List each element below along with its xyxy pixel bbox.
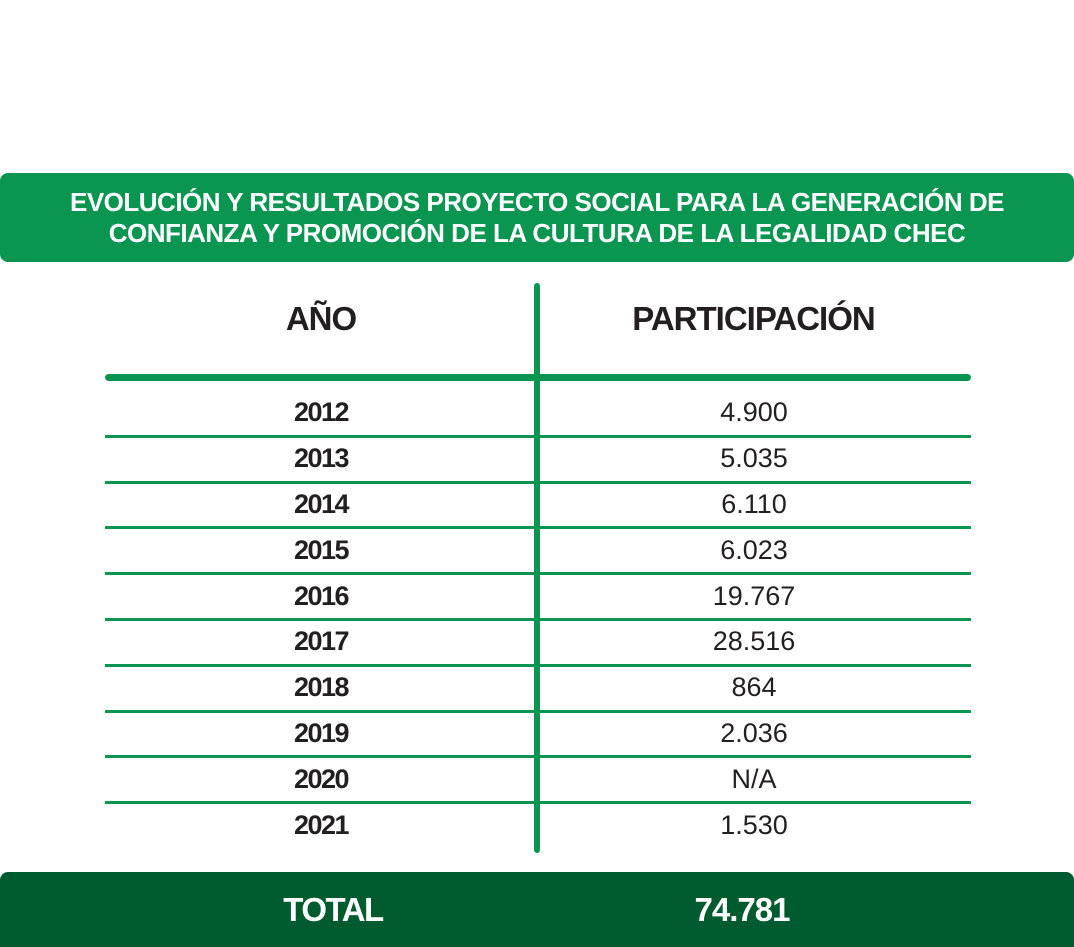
participation-cell: 19.767 [712,580,796,611]
year-cell: 2013 [293,443,350,474]
year-cell: 2018 [293,672,350,703]
table-row: 2021 1.530 [105,802,971,848]
table-row: 2018 864 [105,665,971,713]
row-separator [105,526,971,530]
table-row: 2012 4.900 [105,390,971,438]
column-header-participation: PARTICIPACIÓN [632,300,875,337]
total-value: 74.781 [694,890,791,928]
column-header-year: AÑO [285,300,357,337]
table-row: 2017 28.516 [105,619,971,667]
row-separator [105,801,971,805]
participation-cell: 5.035 [720,443,788,474]
table-row: 2013 5.035 [105,436,971,484]
column-divider [534,283,540,853]
participation-cell: 6.023 [720,534,788,565]
table-row: 2019 2.036 [105,711,971,759]
row-separator [105,755,971,759]
year-cell: 2015 [293,534,350,565]
table-row: 2020 N/A [105,756,971,805]
participation-cell: N/A [731,763,777,794]
row-separator [105,709,971,713]
year-cell: 2017 [293,626,350,657]
participation-cell: 1.530 [720,809,788,840]
year-cell: 2012 [293,397,350,428]
table-row: 2014 6.110 [105,482,971,530]
participation-cell: 2.036 [720,717,788,748]
row-separator [105,617,971,621]
year-cell: 2021 [293,809,350,840]
participation-cell: 28.516 [712,626,796,657]
year-cell: 2016 [293,580,350,611]
row-separator [105,663,971,667]
row-separator [105,572,971,576]
table-title: EVOLUCIÓN Y RESULTADOS PROYECTO SOCIAL P… [69,186,1005,248]
title-banner: EVOLUCIÓN Y RESULTADOS PROYECTO SOCIAL P… [0,173,1074,262]
row-separator [105,480,971,484]
total-bar: TOTAL 74.781 [0,872,1074,947]
table-row: 2016 19.767 [105,573,971,621]
table-row: 2015 6.023 [105,527,971,576]
participation-cell: 864 [731,672,777,703]
year-cell: 2014 [293,488,350,519]
year-cell: 2019 [293,717,350,748]
total-label: TOTAL [283,890,384,928]
year-cell: 2020 [293,763,350,794]
row-separator [105,434,971,438]
table-body: 2012 4.900 2013 5.035 2014 6.110 2015 6.… [105,390,971,848]
participation-cell: 6.110 [721,488,787,519]
participation-cell: 4.900 [720,397,788,428]
